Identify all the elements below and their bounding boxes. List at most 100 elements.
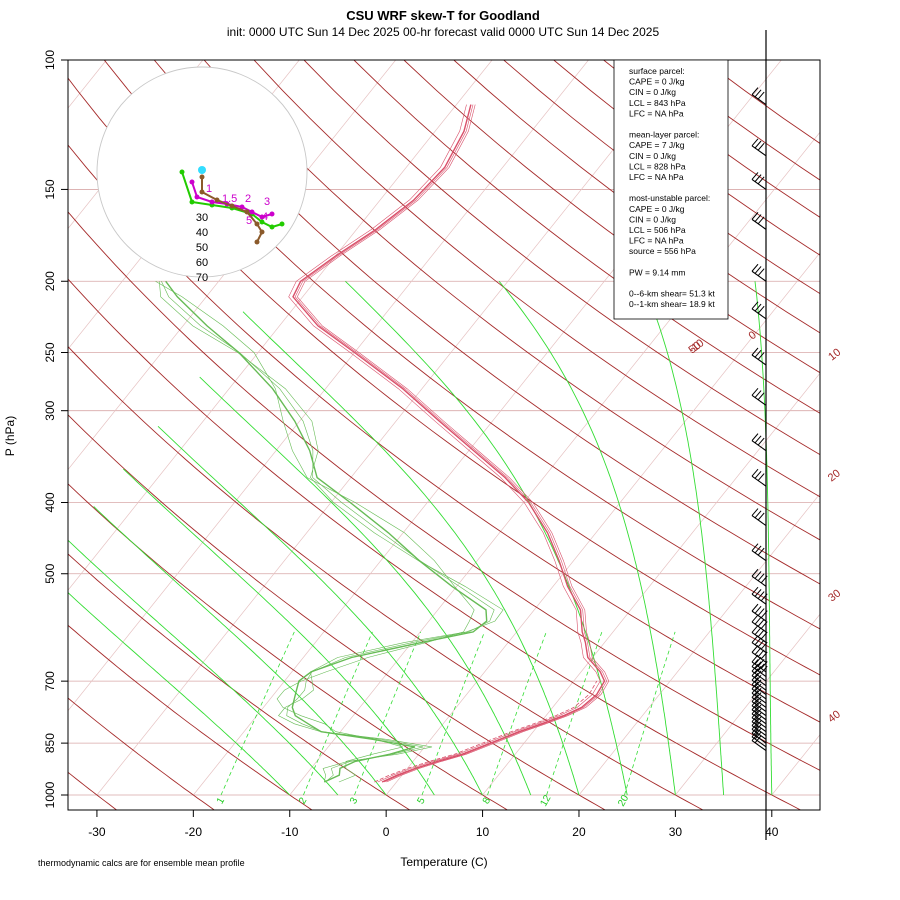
wind-barb-flag xyxy=(751,387,759,396)
wind-barb-flag xyxy=(751,301,759,310)
hodograph-point xyxy=(244,209,250,215)
y-tick-label: 500 xyxy=(43,563,57,583)
hodograph-ring-label: 70 xyxy=(196,272,208,284)
wind-barb-flag xyxy=(760,661,768,669)
stats-line: LFC = NA hPa xyxy=(629,108,684,118)
mixing-ratio-label: 20 xyxy=(616,793,631,809)
hodograph-height-label: 5 xyxy=(246,215,252,227)
wind-barb-flag xyxy=(751,725,759,734)
chart-title: CSU WRF skew-T for Goodland xyxy=(346,8,540,23)
moist-adiabat xyxy=(93,506,387,796)
wind-barb xyxy=(751,645,768,663)
mixing-ratio-label: 5 xyxy=(416,795,429,806)
dry-adiabat xyxy=(253,60,820,498)
wind-barb-flag xyxy=(751,543,759,552)
hodograph: 30 40 50 60 70 1 1.5 2 3 45 xyxy=(96,66,308,284)
hodograph-point xyxy=(199,174,205,180)
wind-barb-flag xyxy=(754,656,762,665)
moist-adiabat xyxy=(242,311,580,796)
wind-barb-staff xyxy=(751,550,767,562)
wind-barb-flag xyxy=(751,138,759,147)
x-tick-label: 30 xyxy=(669,825,683,839)
wind-barb xyxy=(751,212,767,230)
wind-barb-flag xyxy=(754,704,762,713)
isotherm-label: 40 xyxy=(826,708,843,725)
wind-barb-flag xyxy=(751,625,759,633)
dewpoint-profile xyxy=(165,280,488,783)
wind-barb-flag xyxy=(751,733,759,741)
y-tick-label: 100 xyxy=(43,50,57,70)
wind-barb-staff xyxy=(751,94,767,106)
hodograph-ring-label: 30 xyxy=(196,212,208,224)
wind-barb-flag xyxy=(754,700,762,709)
wind-barb-flag xyxy=(757,663,765,672)
dry-adiabat xyxy=(68,553,411,810)
stats-line: CIN = 0 J/kg xyxy=(629,214,676,224)
x-tick-label: -30 xyxy=(88,825,106,839)
wind-barb-flag xyxy=(754,616,762,625)
y-tick-label: 150 xyxy=(43,179,57,199)
wind-barb-flag xyxy=(757,437,765,446)
wind-barb-flag xyxy=(757,216,765,225)
dry-adiabat xyxy=(68,77,820,676)
stats-line: CIN = 0 J/kg xyxy=(629,87,676,97)
temperature-profile xyxy=(294,104,608,783)
stats-line: CAPE = 7 J/kg xyxy=(629,140,685,150)
wind-barb-flag xyxy=(751,668,759,677)
wind-barb-staff xyxy=(751,178,767,190)
wind-barb-flag xyxy=(754,89,762,98)
wind-barb-flag xyxy=(754,720,762,729)
wind-barb-flag xyxy=(757,573,765,581)
wind-barb-flag xyxy=(757,591,765,599)
wind-barb-flag xyxy=(754,666,762,674)
wind-barb-flag xyxy=(757,142,765,151)
wind-barb-flag xyxy=(754,731,762,740)
hodograph-point xyxy=(189,179,195,185)
y-tick-label: 300 xyxy=(43,400,57,420)
dry-adiabat xyxy=(103,60,820,630)
wind-barb-flag xyxy=(754,688,762,696)
wind-barb-flag xyxy=(754,675,762,683)
hodograph-point xyxy=(214,197,220,203)
wind-barb-flag xyxy=(751,677,759,685)
wind-barb-flag xyxy=(751,672,759,681)
wind-barb xyxy=(751,433,767,452)
hodograph-height-label: 2 xyxy=(245,193,251,205)
stats-line: most-unstable parcel: xyxy=(629,193,710,203)
dry-adiabat xyxy=(203,60,820,541)
wind-barb-flag xyxy=(760,593,768,602)
wind-barb xyxy=(751,543,767,562)
hodograph-point xyxy=(229,203,235,209)
hodograph-point xyxy=(254,239,260,245)
wind-barb-flag xyxy=(751,681,759,690)
isotherm-label: 30 xyxy=(826,587,843,604)
dry-adiabat xyxy=(703,60,820,144)
wind-barb-flag xyxy=(751,685,759,694)
wind-barb-flag xyxy=(754,716,762,725)
wind-barb-flag xyxy=(757,547,765,556)
moist-adiabat xyxy=(345,280,628,796)
wind-barb-flag xyxy=(751,172,759,180)
wind-barb xyxy=(751,263,767,282)
wind-barb-flag xyxy=(754,605,762,614)
wind-barb-flag xyxy=(751,614,759,623)
wind-barb xyxy=(751,586,768,605)
dry-adiabat xyxy=(303,60,820,456)
dewpoint-profile xyxy=(155,281,475,783)
wind-barb-flag xyxy=(754,727,762,736)
wind-barb-flag xyxy=(757,352,765,360)
dry-adiabat xyxy=(68,278,802,810)
wind-barb-flag xyxy=(751,659,759,667)
wind-barb xyxy=(751,468,767,487)
wind-barb-staff xyxy=(751,394,767,406)
mixing-ratio-label: 2 xyxy=(297,795,310,806)
isotherm xyxy=(385,252,820,796)
wind-barb-staff xyxy=(751,475,767,487)
mixing-ratio-line xyxy=(624,631,676,796)
stats-line: 0--6-km shear= 51.3 kt xyxy=(629,289,715,299)
wind-barb-flag xyxy=(751,706,759,715)
dry-adiabat xyxy=(68,414,607,810)
stats-line: LFC = NA hPa xyxy=(629,172,684,182)
isotherm xyxy=(289,131,820,796)
wind-barb-flag xyxy=(751,87,759,95)
